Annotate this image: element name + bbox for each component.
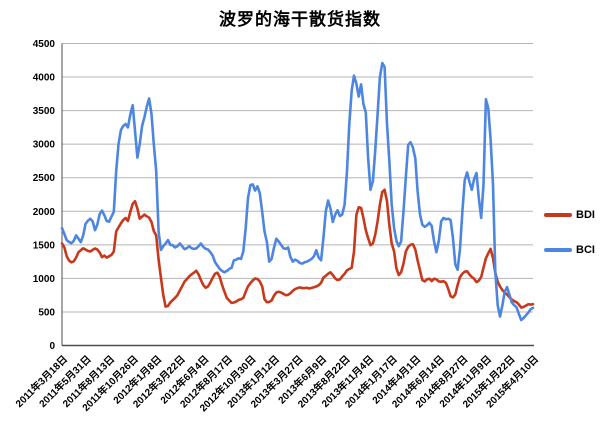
legend-item-bdi: BDI (544, 209, 595, 221)
y-tick-label: 1500 (33, 240, 56, 251)
bci-line-swatch (544, 248, 572, 252)
y-tick-label: 4000 (33, 73, 56, 84)
y-tick-label: 2500 (33, 173, 56, 184)
bdi-line-swatch (544, 213, 572, 217)
y-tick-label: 0 (49, 341, 55, 352)
bdi-line (60, 188, 535, 309)
y-tick-label: 1000 (33, 274, 56, 285)
y-tick-label: 2000 (33, 207, 56, 218)
y-tick-label: 3000 (33, 140, 56, 151)
legend: BDI BCI (540, 0, 600, 431)
legend-label-bdi: BDI (576, 209, 595, 221)
legend-item-bci: BCI (544, 244, 595, 256)
legend-label-bci: BCI (576, 244, 595, 256)
y-tick-label: 4500 (33, 39, 56, 50)
y-tick-label: 3500 (33, 106, 56, 117)
bci-line (60, 61, 535, 322)
chart-title: 波罗的海干散货指数 (219, 10, 381, 29)
y-tick-label: 500 (38, 307, 55, 318)
